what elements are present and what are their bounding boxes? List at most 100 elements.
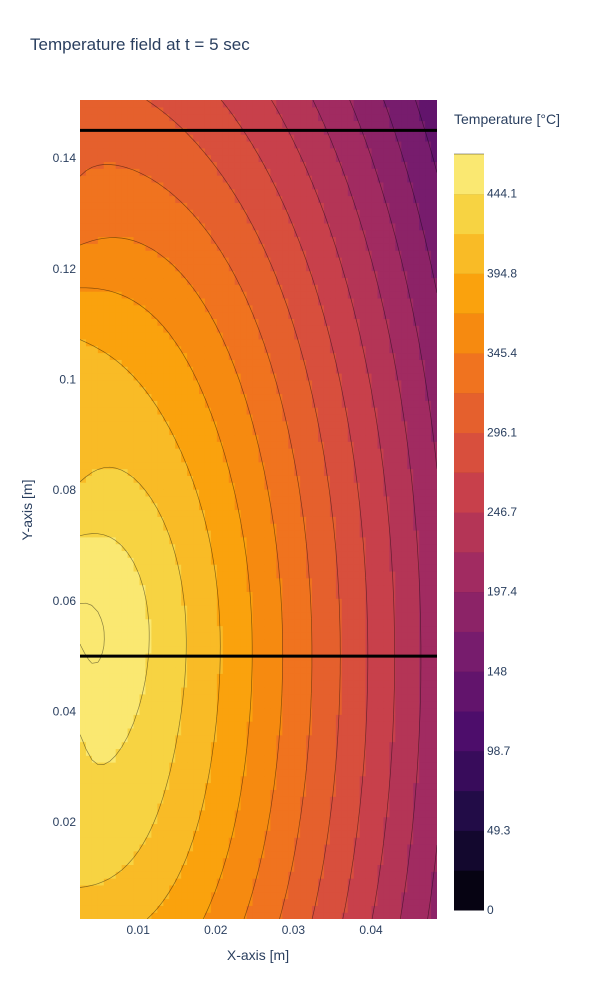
contour-cell: [323, 639, 331, 647]
contour-cell: [353, 748, 361, 756]
contour-cell: [115, 884, 123, 893]
contour-cell: [347, 489, 355, 497]
contour-cell: [306, 768, 313, 777]
contour-cell: [145, 878, 152, 886]
contour-cell: [127, 727, 135, 736]
contour-cell: [228, 727, 236, 736]
contour-cell: [353, 577, 361, 586]
contour-cell: [121, 762, 129, 770]
contour-cell: [80, 475, 87, 483]
contour-cell: [91, 830, 99, 838]
contour-cell: [306, 475, 313, 483]
contour-cell: [246, 680, 254, 688]
contour-cell: [145, 454, 152, 463]
contour-cell: [264, 536, 271, 545]
contour-cell: [181, 673, 188, 681]
contour-cell: [80, 461, 87, 470]
contour-cell: [103, 386, 111, 395]
contour-cell: [288, 564, 295, 572]
contour-cell: [276, 618, 283, 627]
contour-cell: [181, 857, 188, 865]
contour-cell: [425, 741, 432, 749]
contour-cell: [371, 502, 379, 511]
contour-cell: [431, 386, 437, 395]
contour-cell: [252, 407, 260, 415]
contour-cell: [353, 646, 361, 654]
contour-cell: [329, 884, 337, 893]
contour-cell: [91, 700, 99, 709]
contour-cell: [407, 516, 414, 524]
contour-cell: [216, 843, 224, 852]
contour-cell: [347, 898, 355, 906]
contour-cell: [383, 912, 390, 919]
contour-cell: [312, 686, 319, 695]
contour-cell: [288, 850, 295, 859]
contour-cell: [258, 700, 266, 709]
contour-cell: [91, 605, 99, 613]
contour-cell: [234, 400, 242, 408]
contour-cell: [240, 454, 248, 463]
contour-cell: [115, 666, 123, 674]
contour-cell: [175, 502, 182, 511]
contour-cell: [216, 762, 224, 770]
contour-cell: [175, 884, 182, 893]
contour-cell: [365, 680, 373, 688]
contour-cell: [103, 393, 111, 401]
contour-cell: [365, 802, 373, 811]
contour-cell: [127, 618, 135, 627]
contour-cell: [121, 878, 129, 886]
contour-cell: [294, 618, 301, 627]
contour-cell: [395, 850, 402, 859]
contour-cell: [335, 625, 343, 633]
contour-cell: [431, 857, 437, 865]
contour-cell: [270, 598, 277, 606]
contour-cell: [187, 843, 194, 852]
contour-cell: [91, 912, 99, 919]
contour-cell: [300, 782, 307, 790]
contour-cell: [121, 373, 129, 381]
contour-cell: [175, 693, 182, 702]
contour-cell: [335, 502, 343, 511]
contour-cell: [80, 427, 87, 436]
contour-cell: [431, 393, 437, 401]
contour-cell: [270, 461, 277, 470]
contour-cell: [306, 686, 313, 695]
contour-cell: [383, 686, 390, 695]
contour-cell: [306, 762, 313, 770]
contour-cell: [318, 714, 325, 722]
contour-cell: [323, 843, 331, 852]
contour-cell: [318, 468, 325, 476]
contour-cell: [163, 748, 170, 756]
contour-cell: [216, 646, 224, 654]
contour-cell: [282, 768, 289, 777]
contour-cell: [157, 577, 164, 586]
contour-cell: [193, 605, 200, 613]
contour-cell: [252, 816, 260, 825]
contour-cell: [157, 775, 164, 784]
contour-cell: [252, 809, 260, 818]
contour-cell: [371, 543, 379, 552]
contour-cell: [389, 618, 396, 627]
contour-cell: [318, 686, 325, 695]
contour-cell: [157, 762, 164, 770]
contour-cell: [85, 837, 93, 845]
contour-cell: [312, 359, 319, 367]
contour-cell: [335, 591, 343, 599]
contour-cell: [341, 864, 349, 872]
contour-cell: [115, 611, 123, 620]
contour-cell: [169, 700, 176, 709]
contour-cell: [306, 448, 313, 456]
contour-cell: [97, 782, 105, 790]
contour-cell: [80, 646, 87, 654]
contour-cell: [204, 891, 212, 900]
contour-cell: [204, 809, 212, 818]
contour-cell: [85, 441, 93, 449]
contour-cell: [377, 905, 385, 913]
contour-cell: [413, 837, 420, 845]
contour-cell: [270, 591, 277, 599]
contour-cell: [169, 727, 176, 736]
contour-cell: [276, 509, 283, 517]
contour-cell: [335, 529, 343, 538]
contour-cell: [109, 352, 117, 360]
contour-cell: [419, 850, 426, 859]
